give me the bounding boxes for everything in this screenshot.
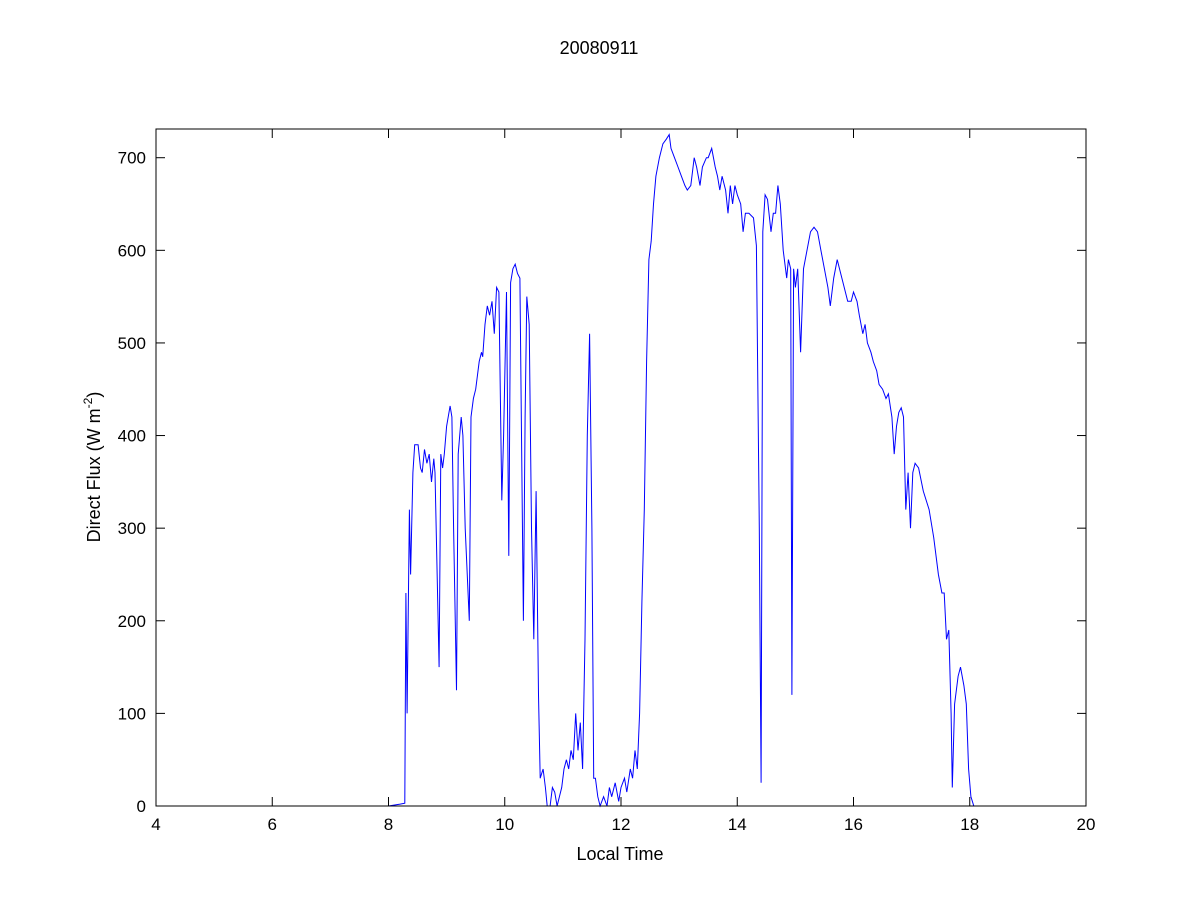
y-tick-label: 100: [118, 704, 146, 723]
y-axis-label-superscript: -2: [81, 397, 95, 408]
x-tick-label: 12: [612, 815, 631, 834]
y-tick-label: 300: [118, 519, 146, 538]
x-tick-label: 14: [728, 815, 747, 834]
chart-title: 20080911: [560, 38, 639, 58]
series-line: [156, 133, 1086, 808]
plot-area: [156, 129, 1086, 806]
x-tick-label: 10: [495, 815, 514, 834]
y-tick-label: 400: [118, 427, 146, 446]
y-tick-label: 200: [118, 612, 146, 631]
x-tick-label: 8: [384, 815, 393, 834]
x-tick-label: 18: [960, 815, 979, 834]
y-tick-label: 0: [137, 797, 146, 816]
x-tick-label: 6: [268, 815, 277, 834]
y-axis-label-main: Direct Flux (W m: [84, 408, 104, 542]
x-axis-label: Local Time: [576, 844, 663, 864]
axes-box: [155, 128, 1087, 807]
y-axis-label: Direct Flux (W m-2): [81, 392, 104, 543]
y-tick-label: 700: [118, 149, 146, 168]
y-tick-label: 600: [118, 241, 146, 260]
y-tick-label: 500: [118, 334, 146, 353]
x-tick-label: 20: [1077, 815, 1096, 834]
y-axis-label-close: ): [84, 392, 104, 398]
x-tick-label: 4: [151, 815, 160, 834]
x-tick-label: 16: [844, 815, 863, 834]
